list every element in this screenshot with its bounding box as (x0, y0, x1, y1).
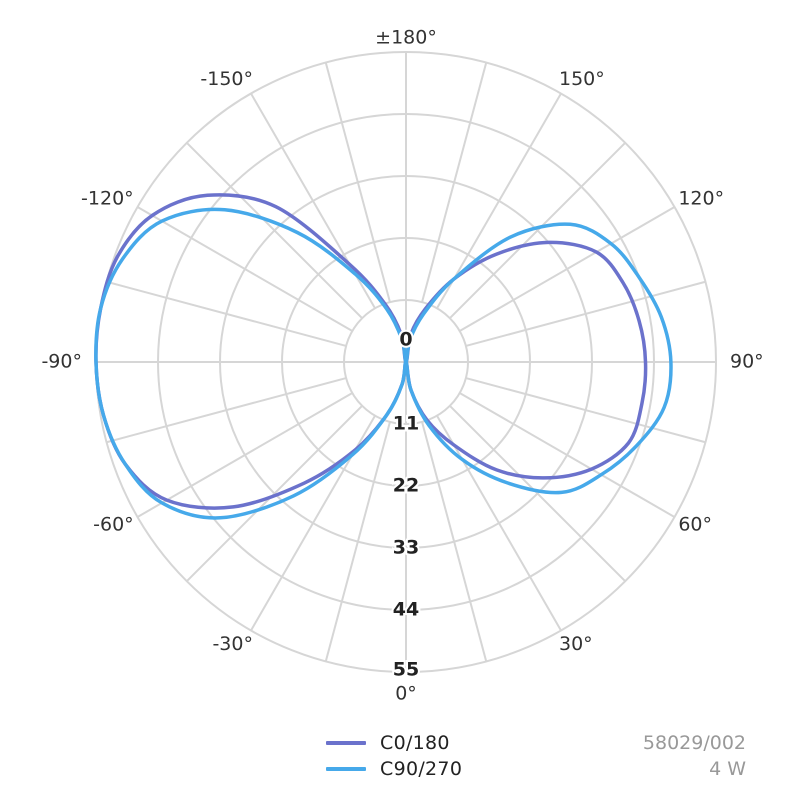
grid-spoke (465, 377, 706, 444)
legend-swatch-c0-180 (326, 741, 366, 745)
radial-tick-label: 11 (393, 413, 419, 435)
grid-spoke (324, 421, 391, 662)
series-group (94, 193, 673, 520)
power-rating: 4 W (709, 758, 746, 780)
angle-label: 60° (678, 514, 712, 536)
grid-spoke (421, 62, 488, 303)
grid-spoke (449, 405, 626, 582)
angle-label: -120° (81, 188, 134, 210)
angle-label: -90° (41, 351, 82, 373)
grid-spoke (137, 392, 353, 518)
legend-label: C0/180 (380, 732, 450, 754)
grid-spoke (436, 415, 562, 631)
grid-spoke (186, 142, 363, 319)
label-group: ±180° 150° 120° 90° 60° 30° 0° -30° -60° -90° -120… (41, 27, 763, 705)
angle-label: 0° (395, 683, 417, 705)
legend: C0/180 C90/270 (326, 730, 526, 782)
grid-spoke (421, 421, 488, 662)
angle-label: 30° (559, 633, 593, 655)
grid-spoke (324, 62, 391, 303)
product-code: 58029/002 (642, 732, 746, 754)
legend-item-c0-180: C0/180 (326, 730, 526, 756)
radial-tick-label: 55 (393, 659, 419, 681)
legend-item-c90-270: C90/270 (326, 756, 526, 782)
series-line-c90-270 (94, 207, 673, 520)
grid-spoke (186, 405, 363, 582)
radial-tick-label: 22 (393, 475, 419, 497)
angle-label: -30° (212, 633, 253, 655)
grid-spoke (449, 142, 626, 319)
grid-spoke (459, 392, 675, 518)
angle-label: 150° (559, 68, 605, 90)
radial-tick-label: 0 (399, 329, 412, 351)
grid-spoke (106, 280, 347, 347)
angle-label: -60° (93, 514, 134, 536)
grid-spoke (459, 206, 675, 332)
angle-label: ±180° (375, 27, 437, 49)
grid-spoke (106, 377, 347, 444)
legend-swatch-c90-270 (326, 767, 366, 771)
radial-tick-label: 44 (393, 599, 419, 621)
angle-label: 90° (730, 351, 764, 373)
info-block: 58029/002 4 W (643, 730, 746, 782)
grid-spoke (465, 280, 706, 347)
grid-spoke (137, 206, 353, 332)
angle-label: -150° (200, 68, 253, 90)
legend-label: C90/270 (380, 758, 463, 780)
angle-label: 120° (678, 188, 724, 210)
grid-spoke (436, 93, 562, 309)
radial-tick-label: 33 (393, 537, 419, 559)
